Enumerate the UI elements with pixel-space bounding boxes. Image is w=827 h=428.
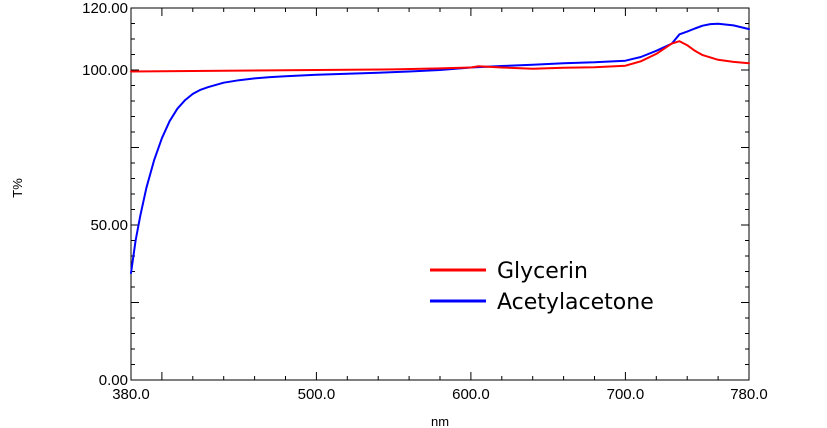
- legend-label-glycerin: Glycerin: [497, 259, 588, 284]
- x-tick-label: 500.0: [298, 386, 336, 403]
- x-tick-label: 700.0: [607, 386, 645, 403]
- legend-label-acetylacetone: Acetylacetone: [497, 290, 654, 315]
- legend: Glycerin Acetylacetone: [430, 259, 654, 315]
- series-line-glycerin: [130, 40, 750, 73]
- series-line-acetylacetone: [130, 22, 750, 275]
- y-tick-label: 0.00: [99, 372, 128, 389]
- y-tick-label: 100.00: [82, 62, 128, 79]
- x-tick-label: 780.0: [730, 386, 768, 403]
- x-axis-label: nm: [431, 414, 449, 428]
- x-tick-label: 600.0: [452, 386, 490, 403]
- y-axis-label: T%: [10, 178, 25, 198]
- y-tick-label: 120.00: [82, 0, 128, 17]
- x-tick-label: 380.0: [112, 386, 150, 403]
- y-tick-label: 50.00: [90, 217, 128, 234]
- plot-frame: [130, 7, 750, 381]
